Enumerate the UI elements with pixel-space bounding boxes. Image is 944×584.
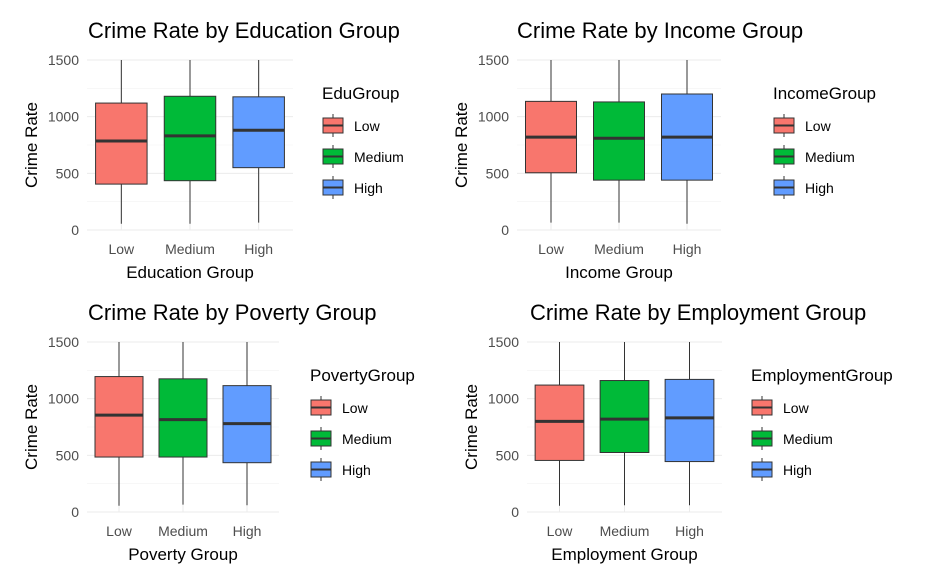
box-low: [94, 376, 144, 458]
y-tick-label: 1000: [48, 391, 79, 407]
legend-label: Low: [342, 400, 369, 416]
legend-label: Low: [354, 118, 381, 134]
y-axis-title: Crime Rate: [462, 384, 481, 470]
box-low: [95, 102, 148, 185]
x-axis-title: Education Group: [126, 263, 254, 282]
legend-label: Low: [805, 118, 832, 134]
y-tick-label: 1500: [478, 52, 509, 68]
x-tick-label: High: [244, 241, 273, 257]
x-tick-label: Medium: [158, 523, 208, 539]
panel-2: Crime Rate by Income Group 0 500 1000 1500 Lo…: [452, 18, 876, 282]
x-axis-title: Income Group: [565, 263, 673, 282]
x-tick-label: High: [673, 241, 702, 257]
legend-title: EduGroup: [322, 84, 400, 103]
legend-title: IncomeGroup: [773, 84, 876, 103]
x-tick-label: Medium: [600, 523, 650, 539]
box-medium: [163, 95, 217, 182]
legend-label: Medium: [354, 149, 404, 165]
y-tick-label: 1000: [48, 109, 79, 125]
box-medium: [593, 101, 645, 181]
chart-title: Crime Rate by Poverty Group: [88, 300, 377, 325]
x-tick-label: Low: [108, 241, 135, 257]
y-tick-label: 500: [56, 165, 80, 181]
box-high: [232, 96, 285, 169]
y-axis-title: Crime Rate: [452, 102, 471, 188]
y-tick-label: 500: [496, 447, 520, 463]
x-tick-label: High: [675, 523, 704, 539]
legend-label: High: [805, 180, 834, 196]
x-tick-label: Low: [538, 241, 565, 257]
legend-label: High: [783, 462, 812, 478]
y-tick-label: 1000: [478, 109, 509, 125]
x-tick-label: Medium: [165, 241, 215, 257]
y-tick-label: 500: [56, 447, 80, 463]
legend: PovertyGroup Low Medium High: [310, 366, 415, 481]
legend-title: PovertyGroup: [310, 366, 415, 385]
legend: EmploymentGroup Low Medium High: [751, 366, 893, 481]
legend-label: High: [342, 462, 371, 478]
y-tick-label: 1500: [48, 52, 79, 68]
y-tick-label: 1500: [48, 334, 79, 350]
chart-title: Crime Rate by Employment Group: [530, 300, 866, 325]
panel-4: Crime Rate by Employment Group 0 500 1000 15…: [462, 300, 893, 564]
y-tick-label: 1000: [488, 391, 519, 407]
legend-label: Medium: [805, 149, 855, 165]
legend-title: EmploymentGroup: [751, 366, 893, 385]
y-axis-title: Crime Rate: [22, 102, 41, 188]
y-tick-label: 1500: [488, 334, 519, 350]
y-tick-label: 0: [511, 504, 519, 520]
box-medium: [158, 378, 208, 458]
legend-label: Medium: [342, 431, 392, 447]
x-tick-label: Medium: [594, 241, 644, 257]
y-tick-label: 500: [486, 165, 510, 181]
box-high: [664, 378, 715, 463]
y-tick-label: 0: [501, 222, 509, 238]
x-axis-title: Employment Group: [551, 545, 697, 564]
x-tick-label: Low: [547, 523, 574, 539]
x-tick-label: High: [233, 523, 262, 539]
y-tick-label: 0: [71, 222, 79, 238]
box-medium: [599, 380, 650, 453]
legend-label: Medium: [783, 431, 833, 447]
legend-label: Low: [783, 400, 810, 416]
x-axis-title: Poverty Group: [128, 545, 238, 564]
legend-label: High: [354, 180, 383, 196]
chart-title: Crime Rate by Education Group: [88, 18, 400, 43]
y-tick-label: 0: [71, 504, 79, 520]
chart-title: Crime Rate by Income Group: [517, 18, 803, 43]
y-axis-title: Crime Rate: [22, 384, 41, 470]
x-tick-label: Low: [106, 523, 133, 539]
panel-1: Crime Rate by Education Group 0 500 1000 150…: [22, 18, 404, 282]
legend: IncomeGroup Low Medium High: [773, 84, 876, 199]
legend: EduGroup Low Medium High: [322, 84, 404, 199]
panel-3: Crime Rate by Poverty Group 0 500 1000 1500 L…: [22, 300, 415, 564]
